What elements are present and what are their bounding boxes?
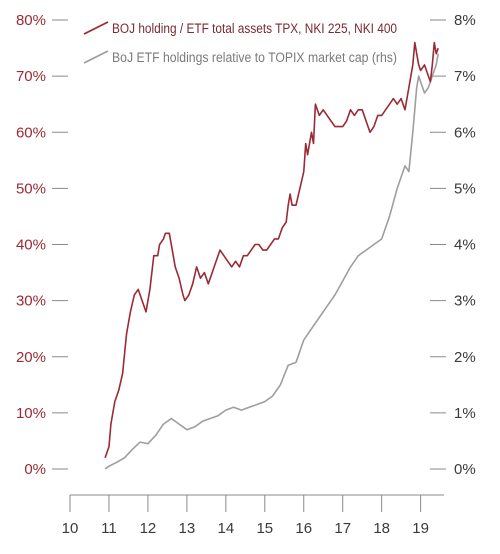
plot-area	[104, 41, 439, 470]
right-y-tick-label: 8%	[454, 12, 476, 29]
legend-swatch-left-series	[83, 21, 109, 35]
x-axis: 10 11 12 13 14 15 16 17 18 19	[62, 494, 444, 537]
left-y-tick-label: 60%	[16, 124, 46, 141]
x-tick-label: 13	[179, 520, 196, 537]
x-tick-label: 12	[140, 520, 157, 537]
legend: BOJ holding / ETF total assets TPX, NKI …	[83, 21, 397, 65]
right-y-tick-label: 7%	[454, 68, 476, 85]
x-tick-label: 18	[373, 520, 390, 537]
left-y-axis: 0% 10% 20% 30% 40% 50% 60% 70% 80%	[16, 12, 68, 478]
right-y-axis: 0% 1% 2% 3% 4% 5% 6% 7% 8%	[430, 12, 476, 478]
x-tick-label: 16	[295, 520, 312, 537]
legend-swatch-right-series	[83, 50, 109, 64]
right-y-tick-label: 2%	[454, 349, 476, 366]
legend-label-left-series: BOJ holding / ETF total assets TPX, NKI …	[112, 21, 397, 36]
right-y-tick-label: 5%	[454, 180, 476, 197]
right-y-tick-label: 0%	[454, 461, 476, 478]
right-y-tick-label: 4%	[454, 237, 476, 254]
x-tick-label: 11	[101, 520, 117, 537]
left-y-tick-label: 70%	[16, 68, 46, 85]
left-y-tick-label: 40%	[16, 237, 46, 254]
right-y-tick-label: 1%	[454, 405, 476, 422]
left-y-tick-label: 10%	[16, 405, 46, 422]
left-y-tick-label: 80%	[16, 12, 46, 29]
x-tick-label: 17	[334, 520, 351, 537]
left-y-tick-label: 0%	[24, 461, 46, 478]
right-y-tick-label: 3%	[454, 293, 476, 310]
legend-label-right-series: BoJ ETF holdings relative to TOPIX marke…	[112, 50, 397, 65]
series-line-right	[104, 53, 439, 470]
left-y-tick-label: 20%	[16, 349, 46, 366]
x-tick-label: 15	[256, 520, 273, 537]
x-tick-label: 14	[217, 520, 234, 537]
x-tick-label: 19	[412, 520, 429, 537]
left-y-tick-label: 50%	[16, 180, 46, 197]
x-tick-label: 10	[62, 520, 79, 537]
right-y-tick-label: 6%	[454, 124, 476, 141]
series-line-left	[104, 41, 439, 459]
left-y-tick-label: 30%	[16, 293, 46, 310]
